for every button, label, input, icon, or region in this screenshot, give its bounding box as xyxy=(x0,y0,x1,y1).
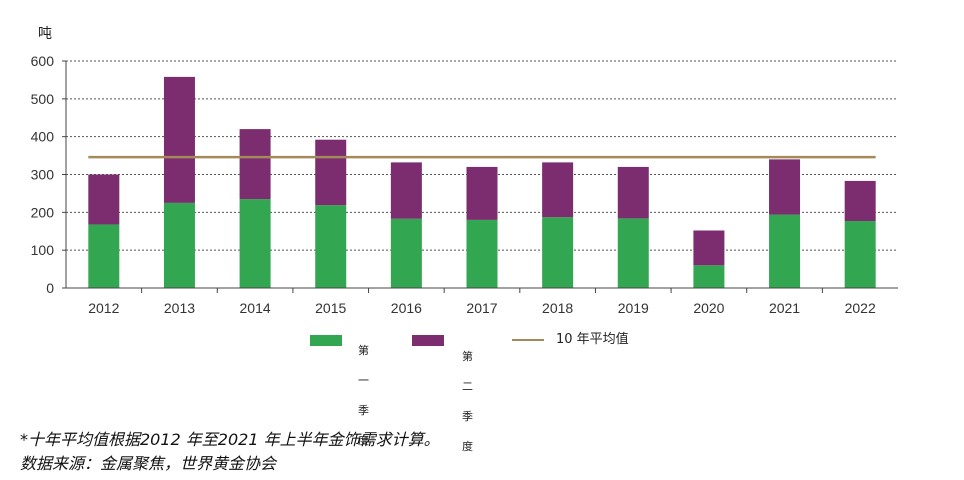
y-tick-label-300: 300 xyxy=(31,167,55,183)
y-tick-label-0: 0 xyxy=(46,280,54,296)
bar-2012-q1 xyxy=(88,224,120,288)
y-tick-label-100: 100 xyxy=(31,242,55,258)
x-tick-label-2014: 2014 xyxy=(240,300,271,316)
bars xyxy=(88,76,876,288)
bar-2017-q2 xyxy=(466,166,498,220)
bar-2021-q2 xyxy=(769,159,801,215)
y-axis-unit-label: 吨 xyxy=(38,26,52,42)
y-tick-label-400: 400 xyxy=(31,129,55,145)
y-tick-label-600: 600 xyxy=(31,53,55,69)
x-tick-label-2017: 2017 xyxy=(466,300,497,316)
y-tick-label-200: 200 xyxy=(31,204,55,220)
bar-2015-q1 xyxy=(315,205,347,288)
legend-swatch-q1 xyxy=(310,335,342,346)
source-note: 数据来源：金属聚焦，世界黄金协会 xyxy=(20,454,277,473)
bar-2013-q2 xyxy=(163,76,195,203)
legend-swatch-q2 xyxy=(412,335,444,346)
bar-2017-q1 xyxy=(466,219,498,288)
notes: *十年平均值根据2012 年至2021 年上半年金饰需求计算。 数据来源：金属聚… xyxy=(20,428,440,476)
bar-2016-q2 xyxy=(390,162,422,219)
x-tick-label-2019: 2019 xyxy=(618,300,649,316)
axes xyxy=(62,60,898,293)
bar-2022-q2 xyxy=(844,180,876,222)
y-tick-labels: 0 100 200 300 400 500 600 xyxy=(31,53,55,296)
footnote: *十年平均值根据2012 年至2021 年上半年金饰需求计算。 xyxy=(20,430,440,449)
x-tick-labels: 2012 2013 2014 2015 2016 2017 2018 2019 2020 2021… xyxy=(88,300,876,316)
x-tick-label-2021: 2021 xyxy=(769,300,800,316)
bar-2022-q1 xyxy=(844,221,876,288)
bar-2019-q1 xyxy=(617,218,649,288)
bar-2014-q2 xyxy=(239,129,271,200)
x-tick-label-2012: 2012 xyxy=(88,300,119,316)
bar-2014-q1 xyxy=(239,199,271,288)
x-tick-label-2015: 2015 xyxy=(315,300,346,316)
bar-2016-q1 xyxy=(390,218,422,288)
bar-2019-q2 xyxy=(617,166,649,219)
bar-2018-q1 xyxy=(542,217,574,288)
x-tick-label-2018: 2018 xyxy=(542,300,573,316)
x-tick-label-2020: 2020 xyxy=(693,300,724,316)
legend-swatch-average xyxy=(512,339,544,341)
bar-2020-q2 xyxy=(693,230,725,266)
y-tick-label-500: 500 xyxy=(31,91,55,107)
bar-2012-q2 xyxy=(88,174,120,225)
x-tick-label-2016: 2016 xyxy=(391,300,422,316)
legend-label-average: 10 年平均值 xyxy=(556,332,629,347)
bar-2018-q2 xyxy=(542,162,574,218)
legend-label-q2: 第二 季度 xyxy=(462,350,473,453)
bar-2015-q2 xyxy=(315,139,347,206)
legend-label-q1: 第一 季度 xyxy=(358,344,369,447)
x-tick-label-2013: 2013 xyxy=(164,300,195,316)
bar-2021-q1 xyxy=(769,214,801,288)
legend: 第一 季度 第二 季度 10 年平均值 xyxy=(0,332,964,453)
x-tick-label-2022: 2022 xyxy=(845,300,876,316)
bar-2013-q1 xyxy=(163,202,195,288)
bar-2020-q1 xyxy=(693,265,725,288)
